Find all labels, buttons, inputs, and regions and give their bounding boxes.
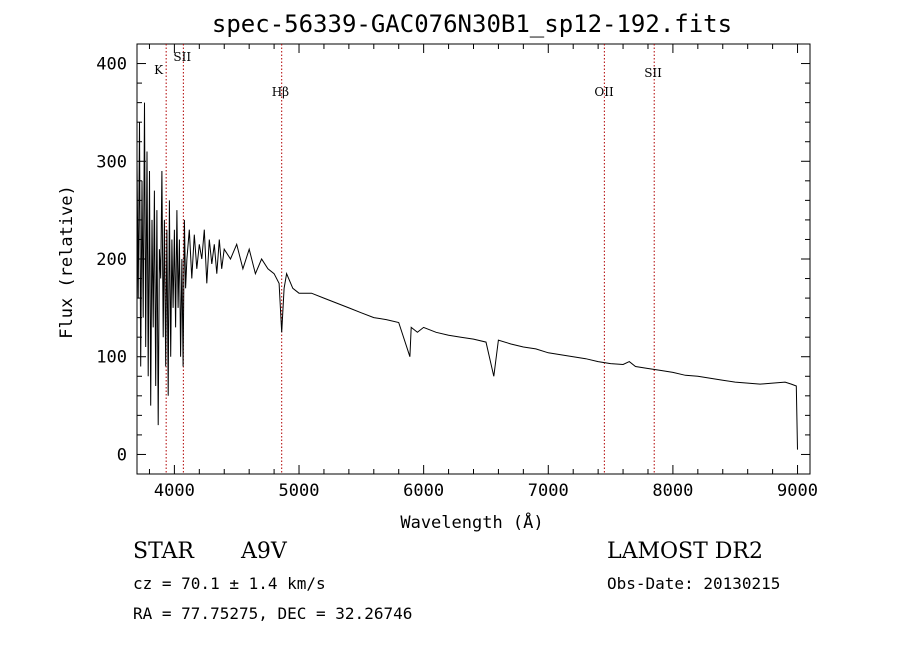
plot-frame <box>136 43 811 475</box>
y-tick-label: 300 <box>96 152 127 172</box>
y-tick-label: 0 <box>117 445 127 465</box>
series-layer <box>136 102 798 450</box>
y-tick-label: 400 <box>96 55 127 75</box>
line-marker-label: SII <box>644 66 662 80</box>
coordinates: RA = 77.75275, DEC = 32.26746 <box>133 604 412 623</box>
x-tick-label: 5000 <box>279 481 320 501</box>
line-marker-label: SII <box>173 50 191 64</box>
survey-name: LAMOST DR2 <box>607 539 763 564</box>
y-tick-label: 100 <box>96 348 127 368</box>
object-class: STAR <box>133 539 195 564</box>
x-tick-label: 7000 <box>528 481 569 501</box>
observation-date: Obs-Date: 20130215 <box>607 574 780 593</box>
x-tick-label: 4000 <box>154 481 195 501</box>
line-marker-label: OII <box>594 85 614 99</box>
y-axis: 0 100 200 300 400 <box>96 43 810 475</box>
redshift-cz: cz = 70.1 ± 1.4 km/s <box>133 574 326 593</box>
object-subclass: A9V <box>240 539 288 564</box>
line-marker-label: K <box>154 63 164 77</box>
spectrum-series-line <box>136 102 798 450</box>
x-axis: 4000 5000 6000 7000 8000 9000 <box>148 44 818 501</box>
y-tick-label: 200 <box>96 250 127 270</box>
y-axis-label: Flux (relative) <box>57 185 77 339</box>
x-tick-label: 6000 <box>403 481 444 501</box>
x-tick-label: 8000 <box>652 481 693 501</box>
line-marker-label: Hβ <box>272 85 289 99</box>
x-tick-label: 9000 <box>777 481 818 501</box>
x-axis-label: Wavelength (Å) <box>400 511 543 533</box>
spectral-line-markers: K SII Hβ OII SII <box>154 44 662 474</box>
chart-title: spec-56339-GAC076N30B1_sp12-192.fits <box>212 10 732 38</box>
